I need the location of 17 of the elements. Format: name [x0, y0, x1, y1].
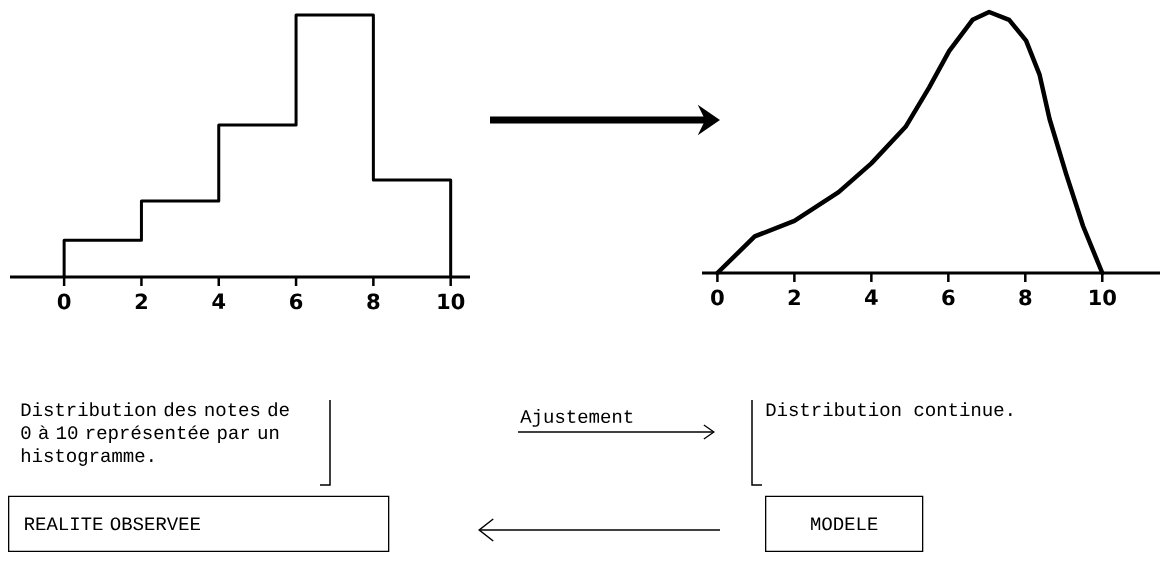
text: MODELE	[811, 517, 878, 531]
x-tick-label: 8	[1019, 289, 1032, 306]
x-tick-label: 10	[1090, 289, 1116, 306]
x-tick-label: 6	[290, 293, 303, 310]
x-tick-label: 6	[942, 289, 955, 306]
x-tick-label: 8	[367, 293, 380, 310]
x-tick-label: 4	[864, 289, 878, 305]
x-tick-label: 10	[438, 293, 465, 310]
x-tick-label: 0	[57, 293, 71, 310]
text: Distribution des notes de 0 à 10 représentée par un histogramme.	[21, 402, 289, 466]
x-tick-label: 2	[135, 293, 147, 310]
text: Ajustement	[520, 409, 633, 427]
x-tick-label: 4	[212, 293, 226, 309]
x-tick-label: 2	[788, 289, 800, 306]
text: Distribution continue.	[766, 402, 1012, 417]
x-tick-label: 0	[711, 289, 724, 306]
text: REALITE OBSERVEE	[25, 517, 200, 531]
